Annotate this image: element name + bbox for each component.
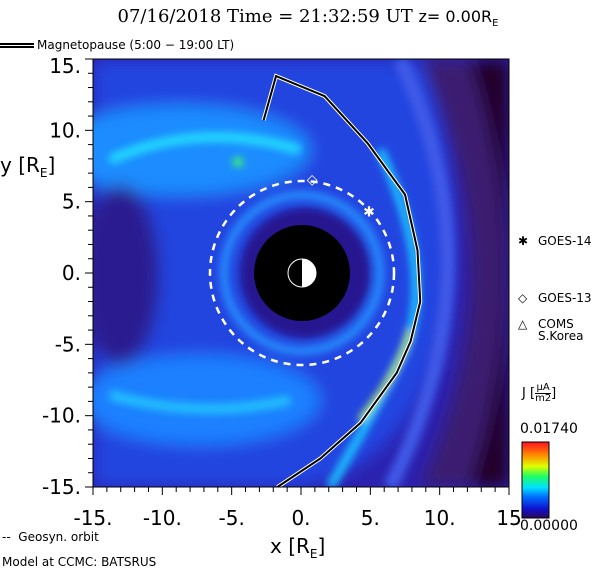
y-tick-label: -15. (42, 475, 81, 499)
legend-coms: △ COMS S.Korea (518, 318, 583, 342)
triangle-icon: △ (518, 317, 528, 331)
colorbar-quantity: J (522, 386, 526, 401)
colorbar-unit: J [μA m2] (522, 382, 557, 404)
z-label: z= 0.00R (418, 7, 493, 26)
x-tick-label: 15 (496, 506, 521, 530)
coms-label: COMS (538, 317, 574, 331)
y-tick-label: 15. (49, 54, 81, 78)
magnetopause-legend-label: Magnetopause (5:00 − 19:00 LT) (37, 38, 235, 52)
magnetopause-line (262, 74, 422, 487)
unit-numerator: μA (535, 382, 552, 394)
plot-title: 07/16/2018 Time = 21:32:59 UT z= 0.00RE (0, 6, 616, 29)
x-tick-label: 0. (291, 506, 310, 530)
colorbar (521, 441, 550, 519)
diamond-icon: ◇ (518, 291, 528, 305)
magnetopause-legend: Magnetopause (5:00 − 19:00 LT) (0, 38, 234, 52)
x-tick-label: -15. (73, 506, 112, 530)
geosyn-legend: -- Geosyn. orbit (2, 530, 99, 544)
legend-goes13: ◇ GOES-13 (518, 291, 592, 305)
model-credit: Model at CCMC: BATSRUS (2, 555, 157, 569)
colorbar-min: 0.00000 (520, 518, 578, 534)
y-tick-label: -10. (42, 404, 81, 428)
y-tick-label: 10. (49, 118, 81, 142)
earth-icon (287, 258, 317, 288)
y-axis-label: y [RE] (0, 153, 56, 180)
z-sub: E (492, 18, 499, 30)
geosyn-legend-label: Geosyn. orbit (18, 530, 99, 544)
x-tick-label: 5. (361, 506, 380, 530)
x-tick-label: -10. (143, 506, 182, 530)
goes13-label: GOES-13 (538, 291, 592, 305)
x-tick-label: -5. (219, 506, 245, 530)
heatmap-field (93, 59, 509, 487)
unit-denominator: m2 (535, 393, 552, 404)
star-icon: ✱ (518, 234, 529, 248)
goes14-label: GOES-14 (538, 234, 592, 248)
x-axis-label: x [RE] (270, 534, 326, 561)
y-tick-label: -5. (55, 332, 81, 356)
legend-goes14: ✱ GOES-14 (518, 234, 592, 248)
colorbar-max: 0.01740 (520, 421, 578, 437)
satellite-marker-goes-13: ◇ (307, 172, 318, 188)
magnetopause-line-swatch (0, 42, 34, 48)
y-tick-label: 5. (62, 190, 81, 214)
title-text: 07/16/2018 Time = 21:32:59 UT (117, 6, 413, 27)
coms-sublabel: S.Korea (538, 329, 584, 343)
geosyn-orbit (208, 179, 396, 367)
y-tick-label: 0. (62, 261, 81, 285)
x-tick-label: 10. (424, 506, 456, 530)
satellite-marker-goes-14: ✱ (363, 205, 375, 221)
